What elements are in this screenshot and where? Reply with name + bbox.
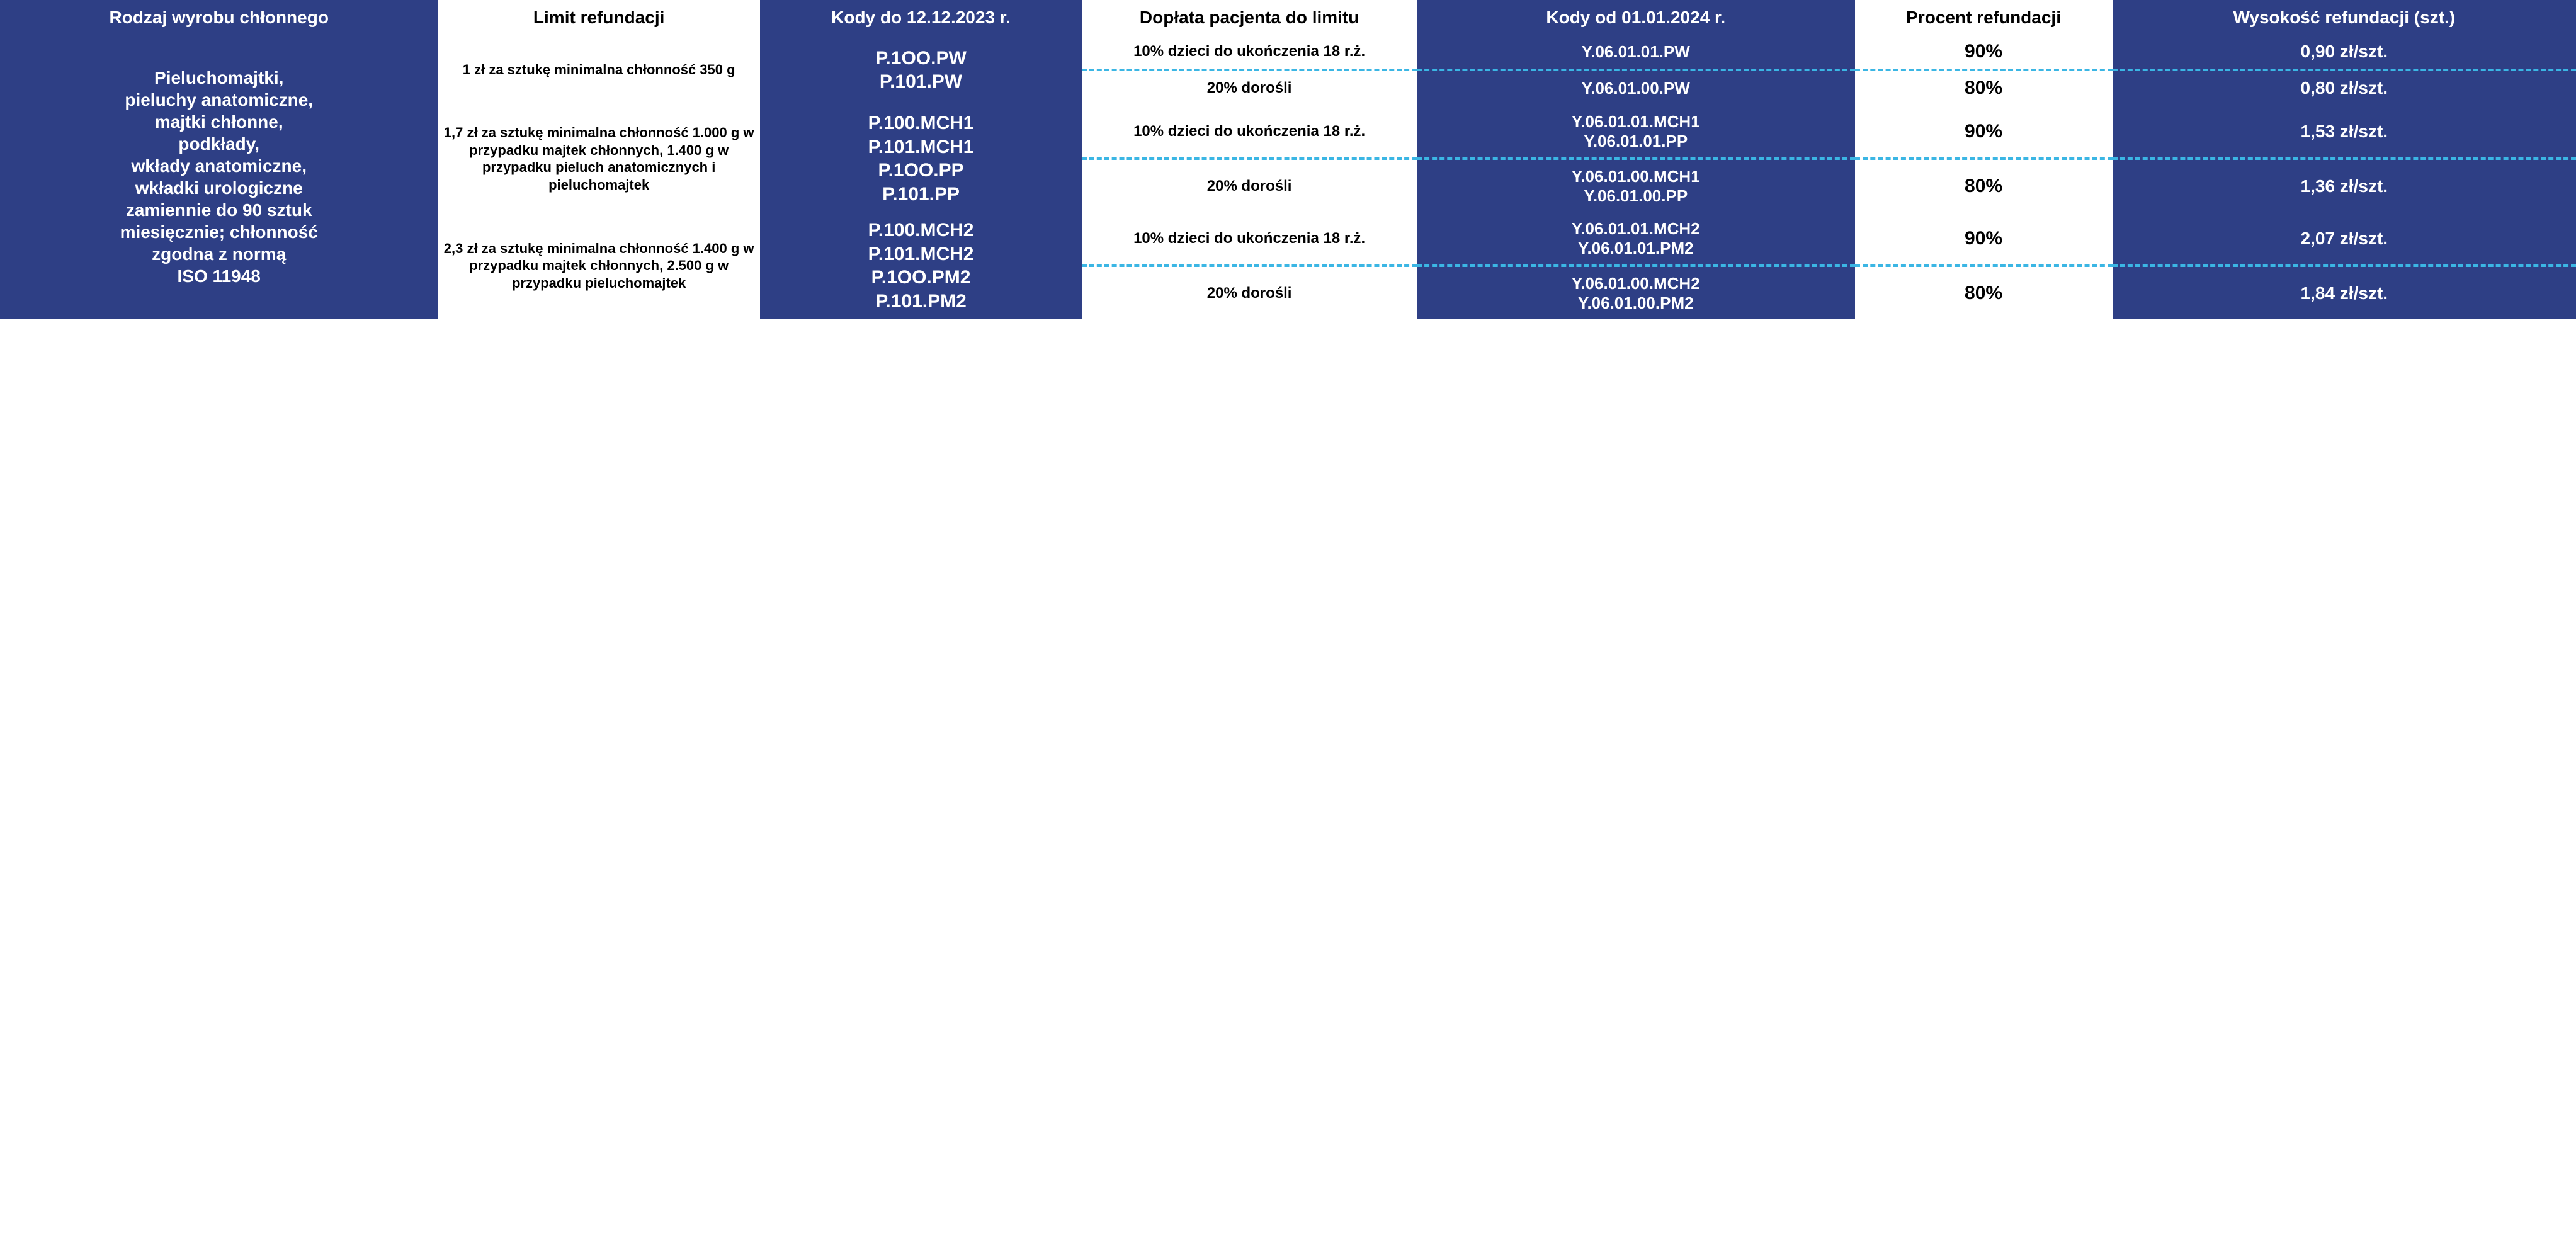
wysokosc-child: 2,07 zł/szt. [2113,212,2576,267]
header-rodzaj: Rodzaj wyrobu chłonnego [0,0,438,35]
procent-pair: 90% 80% [1855,105,2113,212]
kody-new-text: Y.06.01.00.MCH1 Y.06.01.00.PP [1572,167,1700,206]
procent-pair: 90% 80% [1855,35,2113,105]
procent-adult: 80% [1855,160,2113,212]
doplata-child: 10% dzieci do ukończenia 18 r.ż. [1082,212,1417,267]
wysokosc-pair: 0,90 zł/szt. 0,80 zł/szt. [2113,35,2576,105]
doplata-adult: 20% dorośli [1082,160,1417,212]
kody-new-pair: Y.06.01.01.PW Y.06.01.00.PW [1417,35,1854,105]
kody-new-text: Y.06.01.00.PW [1582,79,1690,98]
kody-new-pair: Y.06.01.01.MCH2 Y.06.01.01.PM2 Y.06.01.0… [1417,212,1854,319]
kody-old-cell: P.100.MCH2 P.101.MCH2 P.1OO.PM2 P.101.PM… [760,212,1082,319]
kody-new-text: Y.06.01.01.MCH1 Y.06.01.01.PP [1572,112,1700,151]
wysokosc-child: 1,53 zł/szt. [2113,105,2576,160]
header-kody-old: Kody do 12.12.2023 r. [760,0,1082,35]
kody-old-text: P.100.MCH1 P.101.MCH1 P.1OO.PP P.101.PP [868,111,974,206]
header-limit: Limit refundacji [438,0,759,35]
rodzaj-text: Pieluchomajtki, pieluchy anatomiczne, ma… [120,67,318,287]
kody-new-adult: Y.06.01.00.MCH2 Y.06.01.00.PM2 [1417,267,1854,319]
header-kody-new: Kody od 01.01.2024 r. [1417,0,1854,35]
kody-new-child: Y.06.01.01.PW [1417,35,1854,71]
procent-pair: 90% 80% [1855,212,2113,319]
procent-adult: 80% [1855,267,2113,319]
kody-old-text: P.100.MCH2 P.101.MCH2 P.1OO.PM2 P.101.PM… [868,218,974,313]
procent-child: 90% [1855,105,2113,160]
doplata-child: 10% dzieci do ukończenia 18 r.ż. [1082,35,1417,71]
doplata-child: 10% dzieci do ukończenia 18 r.ż. [1082,105,1417,160]
header-procent: Procent refundacji [1855,0,2113,35]
doplata-adult: 20% dorośli [1082,71,1417,105]
kody-old-cell: P.1OO.PW P.101.PW [760,35,1082,105]
wysokosc-pair: 1,53 zł/szt. 1,36 zł/szt. [2113,105,2576,212]
procent-child: 90% [1855,35,2113,71]
kody-new-adult: Y.06.01.00.PW [1417,71,1854,105]
wysokosc-pair: 2,07 zł/szt. 1,84 zł/szt. [2113,212,2576,319]
kody-old-cell: P.100.MCH1 P.101.MCH1 P.1OO.PP P.101.PP [760,105,1082,212]
kody-new-child: Y.06.01.01.MCH1 Y.06.01.01.PP [1417,105,1854,160]
rodzaj-cell: Pieluchomajtki, pieluchy anatomiczne, ma… [0,35,438,319]
limit-cell: 2,3 zł za sztukę minimalna chłonność 1.4… [438,212,759,319]
kody-old-text: P.1OO.PW P.101.PW [875,47,967,94]
doplata-pair: 10% dzieci do ukończenia 18 r.ż. 20% dor… [1082,105,1417,212]
doplata-pair: 10% dzieci do ukończenia 18 r.ż. 20% dor… [1082,212,1417,319]
wysokosc-adult: 1,84 zł/szt. [2113,267,2576,319]
header-doplata: Dopłata pacjenta do limitu [1082,0,1417,35]
kody-new-text: Y.06.01.00.MCH2 Y.06.01.00.PM2 [1572,274,1700,313]
kody-new-text: Y.06.01.01.PW [1582,42,1690,62]
procent-child: 90% [1855,212,2113,267]
wysokosc-adult: 1,36 zł/szt. [2113,160,2576,212]
header-wysokosc: Wysokość refundacji (szt.) [2113,0,2576,35]
refund-table: Rodzaj wyrobu chłonnego Limit refundacji… [0,0,2576,319]
kody-new-adult: Y.06.01.00.MCH1 Y.06.01.00.PP [1417,160,1854,212]
wysokosc-child: 0,90 zł/szt. [2113,35,2576,71]
doplata-adult: 20% dorośli [1082,267,1417,319]
kody-new-child: Y.06.01.01.MCH2 Y.06.01.01.PM2 [1417,212,1854,267]
kody-new-text: Y.06.01.01.MCH2 Y.06.01.01.PM2 [1572,219,1700,258]
procent-adult: 80% [1855,71,2113,105]
kody-new-pair: Y.06.01.01.MCH1 Y.06.01.01.PP Y.06.01.00… [1417,105,1854,212]
wysokosc-adult: 0,80 zł/szt. [2113,71,2576,105]
doplata-pair: 10% dzieci do ukończenia 18 r.ż. 20% dor… [1082,35,1417,105]
limit-cell: 1 zł za sztukę minimalna chłonność 350 g [438,35,759,105]
limit-cell: 1,7 zł za sztukę minimalna chłonność 1.0… [438,105,759,212]
